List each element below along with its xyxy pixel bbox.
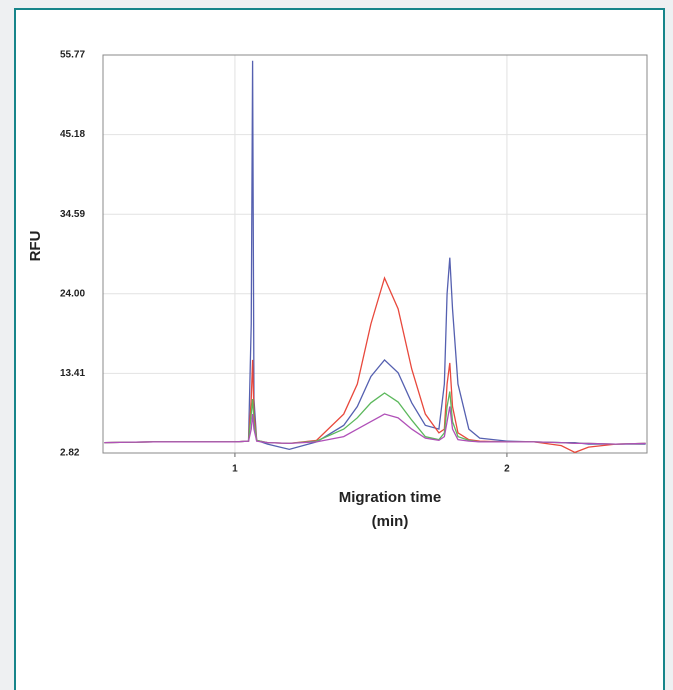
- y-tick-label: 45.18: [60, 129, 85, 140]
- y-tick-label: 13.41: [60, 368, 85, 379]
- y-tick-label: 2.82: [60, 448, 80, 459]
- y-tick-label: 34.59: [60, 209, 85, 220]
- y-tick-label: 55.77: [60, 50, 85, 61]
- x-tick-label: 2: [504, 464, 510, 475]
- x-axis-unit: (min): [372, 513, 409, 530]
- y-tick-label: 24.00: [60, 288, 85, 299]
- x-tick-label: 1: [232, 464, 238, 475]
- series-line: [104, 276, 646, 454]
- x-axis-label: Migration time: [339, 489, 442, 506]
- plot-frame: [102, 54, 648, 454]
- y-axis-label: RFU: [27, 231, 44, 262]
- series-line: [104, 406, 646, 445]
- series-line: [104, 391, 646, 445]
- card: [14, 8, 665, 690]
- series-line: [104, 60, 646, 451]
